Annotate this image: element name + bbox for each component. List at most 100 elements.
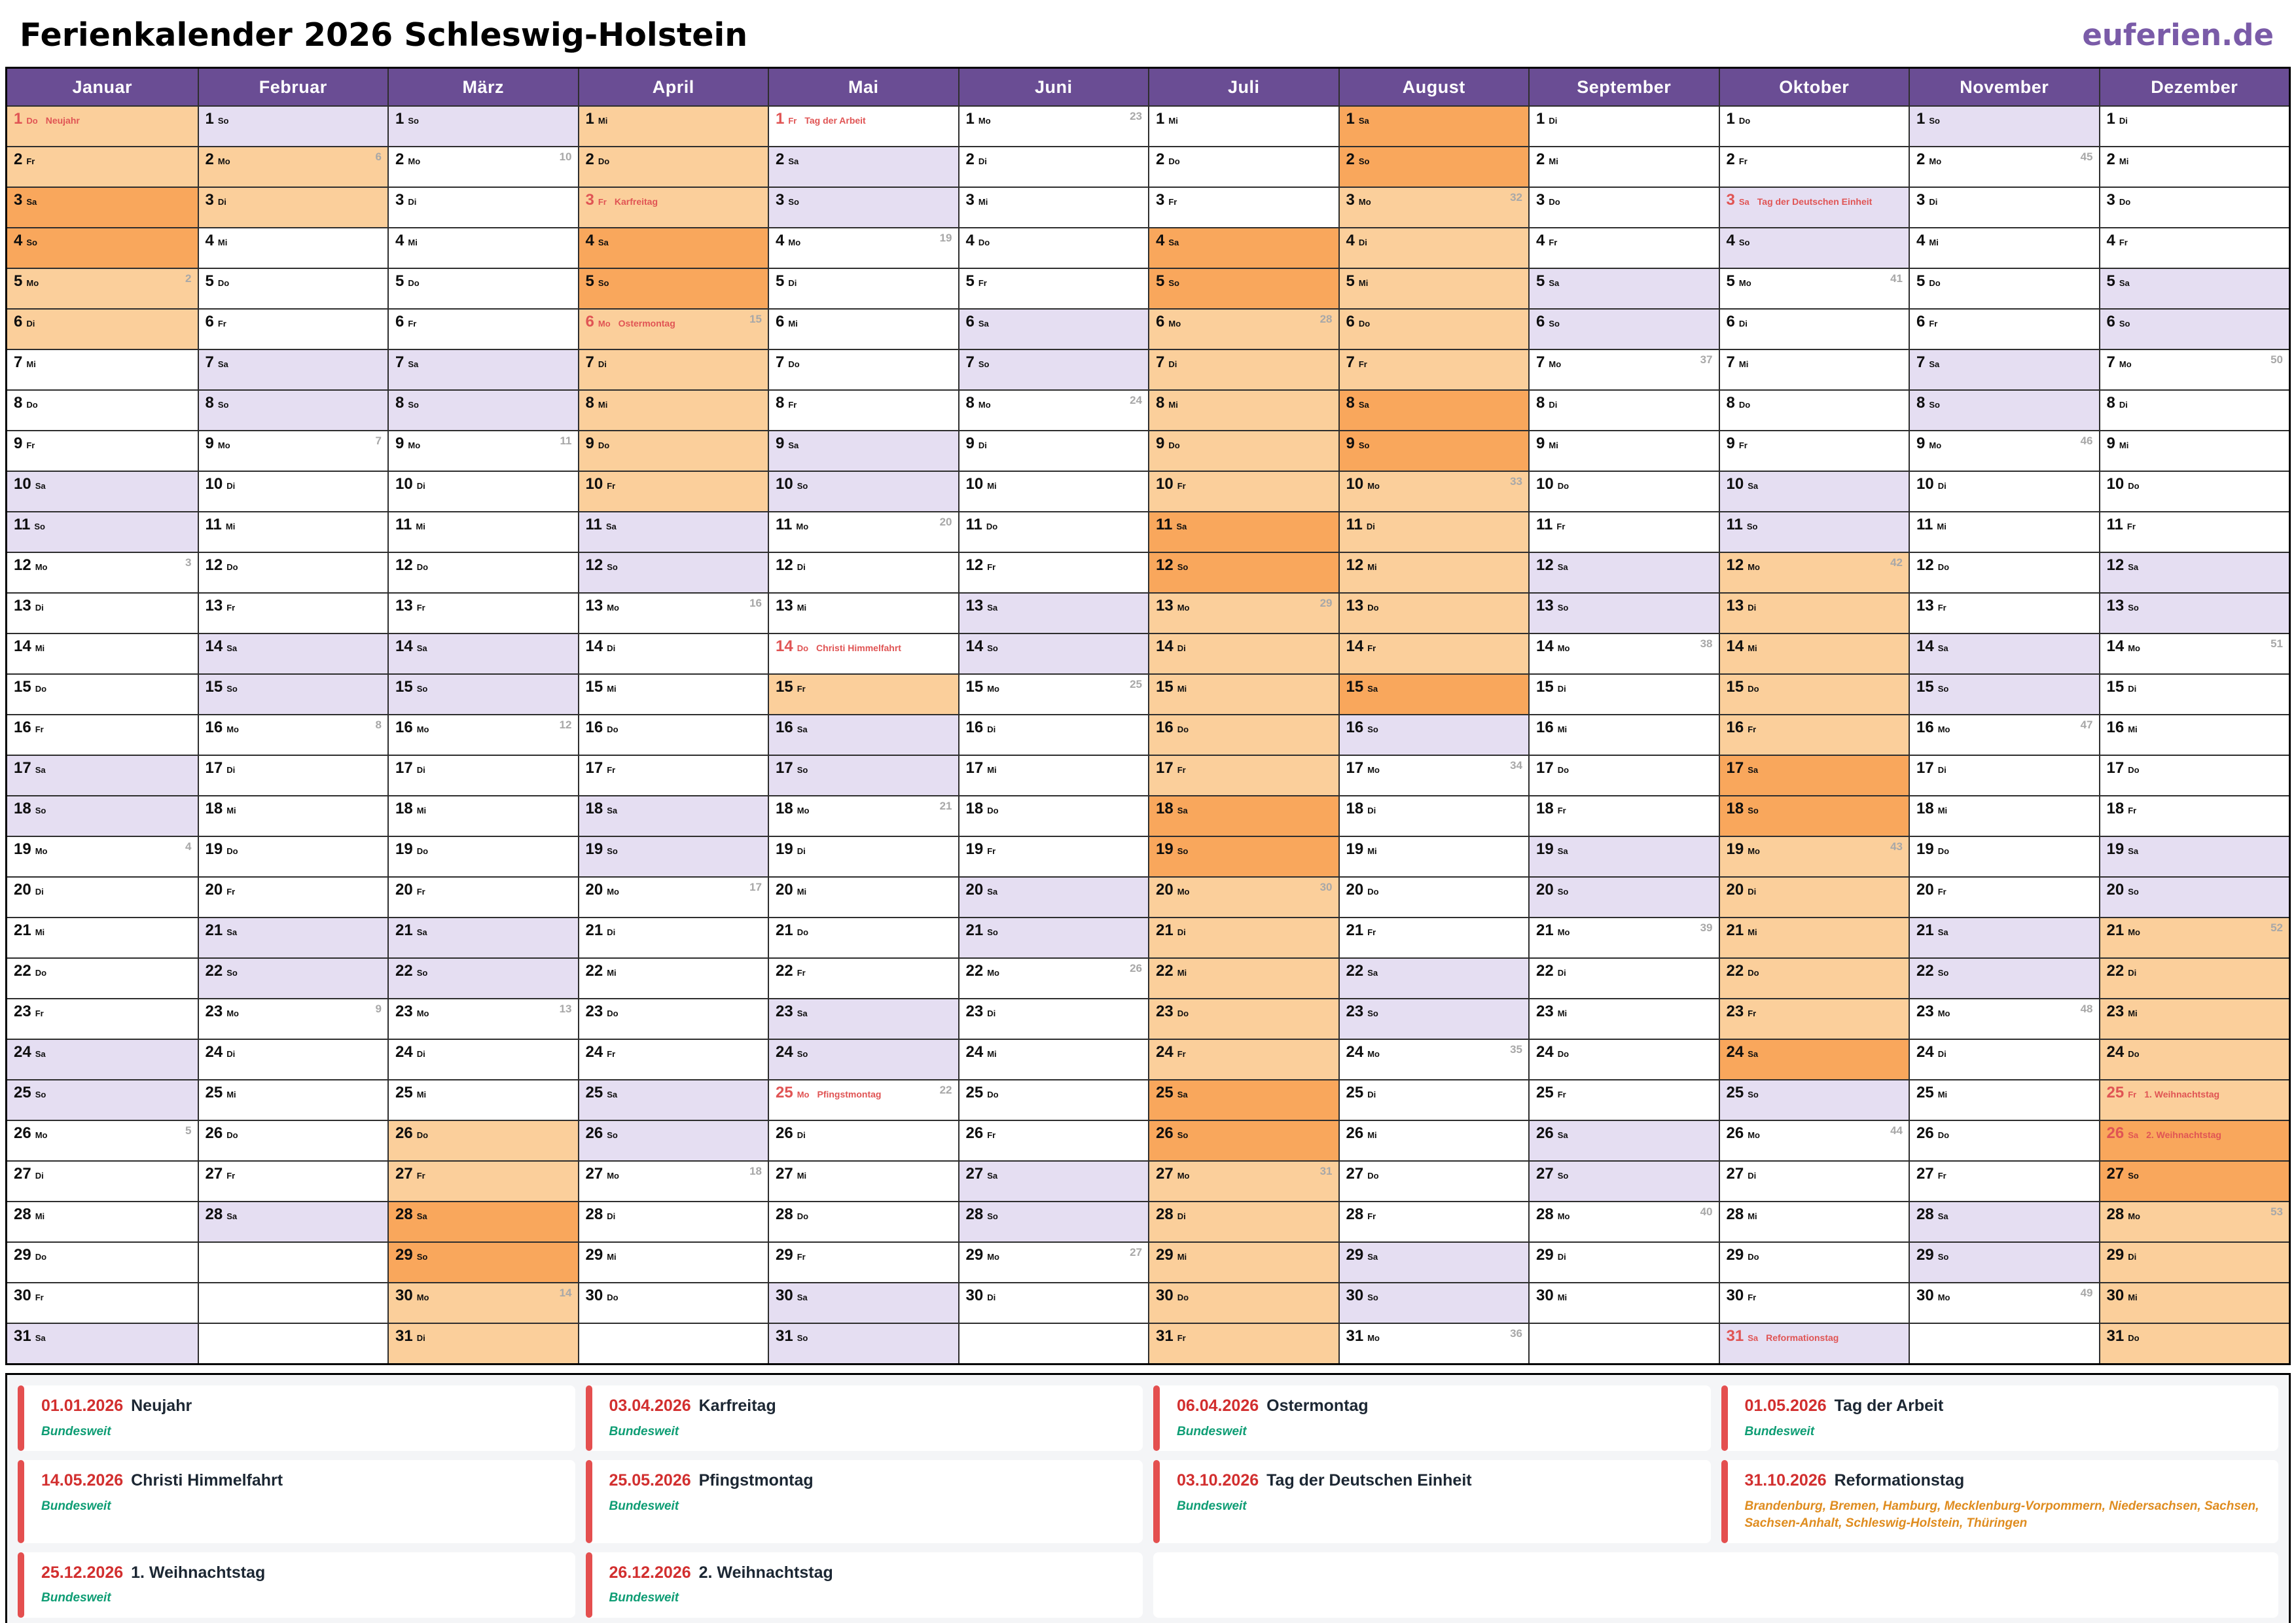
day-number: 16 bbox=[205, 719, 223, 736]
day-cell: 12 Sa bbox=[1530, 552, 1719, 592]
day-cell: 5 So bbox=[579, 268, 768, 308]
weekday-label: Mi bbox=[416, 1090, 427, 1099]
day-number: 17 bbox=[2106, 759, 2125, 777]
weekday-label: Mo bbox=[788, 238, 801, 247]
day-cell: 30 So bbox=[1339, 1282, 1528, 1323]
weekday-label: Di bbox=[217, 197, 226, 207]
legend-card-header: 25.05.2026 Pfingstmontag bbox=[609, 1471, 1130, 1490]
day-cell: 42 12 Mo bbox=[1719, 552, 1909, 592]
weekday-label: So bbox=[217, 400, 229, 410]
weekday-label: Do bbox=[1557, 1049, 1570, 1059]
day-number: 24 bbox=[776, 1043, 793, 1061]
weekday-label: Di bbox=[1177, 927, 1186, 937]
day-cell: 17 Di bbox=[1910, 755, 2099, 795]
day-cell: 18 Fr bbox=[1530, 795, 1719, 836]
day-number: 1 bbox=[1536, 110, 1545, 128]
day-cell: 5 Sa bbox=[1530, 268, 1719, 308]
day-number: 5 bbox=[1156, 272, 1165, 290]
day-number: 29 bbox=[965, 1246, 984, 1264]
day-cell: 23 Di bbox=[959, 998, 1148, 1039]
day-cell: 26 Do bbox=[389, 1120, 578, 1160]
day-number: 27 bbox=[965, 1165, 984, 1183]
weekday-label: Di bbox=[607, 643, 616, 653]
day-cell: 26 Do bbox=[198, 1120, 387, 1160]
day-cell: 1 Do bbox=[1719, 105, 1909, 146]
day-number: 24 bbox=[1346, 1043, 1364, 1061]
day-number: 12 bbox=[14, 556, 31, 574]
day-number: 1 bbox=[776, 110, 785, 128]
day-cell: 11 9 Mo bbox=[389, 430, 578, 471]
day-number: 14 bbox=[395, 637, 413, 655]
day-number: 7 bbox=[2106, 353, 2115, 371]
weekday-label: Mi bbox=[1557, 1293, 1568, 1302]
day-number: 25 bbox=[205, 1084, 223, 1101]
weekday-label: Fr bbox=[1929, 319, 1938, 329]
weekday-label: So bbox=[2128, 887, 2139, 897]
legend-card: 25.12.2026 1. Weihnachtstag Bundesweit bbox=[18, 1552, 575, 1618]
day-cell: 2 Fr bbox=[7, 146, 198, 187]
weekday-label: Sa bbox=[217, 359, 228, 369]
legend-card: 06.04.2026 Ostermontag Bundesweit bbox=[1153, 1385, 1711, 1452]
day-cell: 29 Di bbox=[2100, 1241, 2289, 1282]
day-cell: 19 Do bbox=[389, 836, 578, 876]
day-cell: 20 Fr bbox=[198, 876, 387, 917]
day-cell: 3 Fr Karfreitag bbox=[579, 187, 768, 227]
weekday-label: Do bbox=[1177, 724, 1189, 734]
day-number: 23 bbox=[205, 1003, 223, 1020]
day-cell: 22 Mi bbox=[579, 957, 768, 998]
brand-logo: euferien.de bbox=[2082, 17, 2274, 52]
day-number: 8 bbox=[2106, 394, 2115, 412]
weekday-label: Do bbox=[1748, 684, 1759, 694]
holiday-label: Reformationstag bbox=[1766, 1332, 1839, 1343]
day-number: 9 bbox=[1726, 435, 1735, 452]
holiday-label: 1. Weihnachtstag bbox=[2144, 1089, 2220, 1099]
weekday-label: Do bbox=[1367, 603, 1379, 613]
day-number: 24 bbox=[14, 1043, 31, 1061]
day-number: 8 bbox=[1346, 394, 1355, 412]
weekday-label: Fr bbox=[1177, 481, 1186, 491]
day-number: 24 bbox=[1726, 1043, 1744, 1061]
week-number: 5 bbox=[185, 1124, 192, 1137]
day-cell: 29 Do bbox=[7, 1241, 198, 1282]
day-cell: 26 Di bbox=[769, 1120, 958, 1160]
day-cell: 3 Mi bbox=[959, 187, 1148, 227]
day-number: 23 bbox=[1156, 1003, 1174, 1020]
day-number: 8 bbox=[1536, 394, 1545, 412]
weekday-label: Sa bbox=[226, 643, 238, 653]
weekday-label: Fr bbox=[226, 603, 236, 613]
day-cell: 27 Di bbox=[1719, 1160, 1909, 1201]
day-number: 23 bbox=[585, 1003, 603, 1020]
weekday-label: So bbox=[1177, 562, 1189, 572]
day-cell: 21 Mi bbox=[7, 917, 198, 957]
day-cell: 3 Do bbox=[2100, 187, 2289, 227]
holiday-date: 01.01.2026 bbox=[41, 1397, 124, 1415]
day-number: 10 bbox=[2106, 475, 2125, 493]
weekday-label: Do bbox=[607, 1293, 619, 1302]
day-number: 9 bbox=[1536, 435, 1545, 452]
day-cell: 25 Fr bbox=[1530, 1079, 1719, 1120]
day-cell: 9 23 Mo bbox=[198, 998, 387, 1039]
weekday-label: Fr bbox=[1168, 197, 1177, 207]
day-cell: 27 So bbox=[2100, 1160, 2289, 1201]
month-header: Juni bbox=[959, 69, 1148, 105]
day-cell: 8 So bbox=[1910, 389, 2099, 430]
day-number: 19 bbox=[1536, 840, 1554, 858]
weekday-label: Do bbox=[416, 846, 429, 856]
day-number: 13 bbox=[1346, 597, 1364, 615]
day-number: 8 bbox=[395, 394, 404, 412]
day-number: 12 bbox=[1916, 556, 1934, 574]
day-cell: 25 Sa bbox=[1149, 1079, 1338, 1120]
weekday-label: Fr bbox=[788, 400, 797, 410]
day-number: 8 bbox=[776, 394, 785, 412]
holiday-date: 03.10.2026 bbox=[1177, 1471, 1259, 1490]
weekday-label: Mo bbox=[1177, 887, 1190, 897]
day-number: 15 bbox=[776, 678, 793, 696]
weekday-label: Di bbox=[2119, 400, 2128, 410]
month-column-märz: März 1 So 10 2 Mo 3 Di 4 Mi 5 Do 6 Fr 7 Sa 8 So 11 9 Mo 10 Di 1… bbox=[387, 69, 578, 1363]
day-cell: 21 Mi bbox=[1719, 917, 1909, 957]
weekday-label: Sa bbox=[605, 522, 617, 531]
week-number: 36 bbox=[1510, 1327, 1522, 1340]
weekday-label: Do bbox=[2128, 765, 2140, 775]
weekday-label: Fr bbox=[607, 765, 616, 775]
day-number: 2 bbox=[2106, 151, 2115, 168]
